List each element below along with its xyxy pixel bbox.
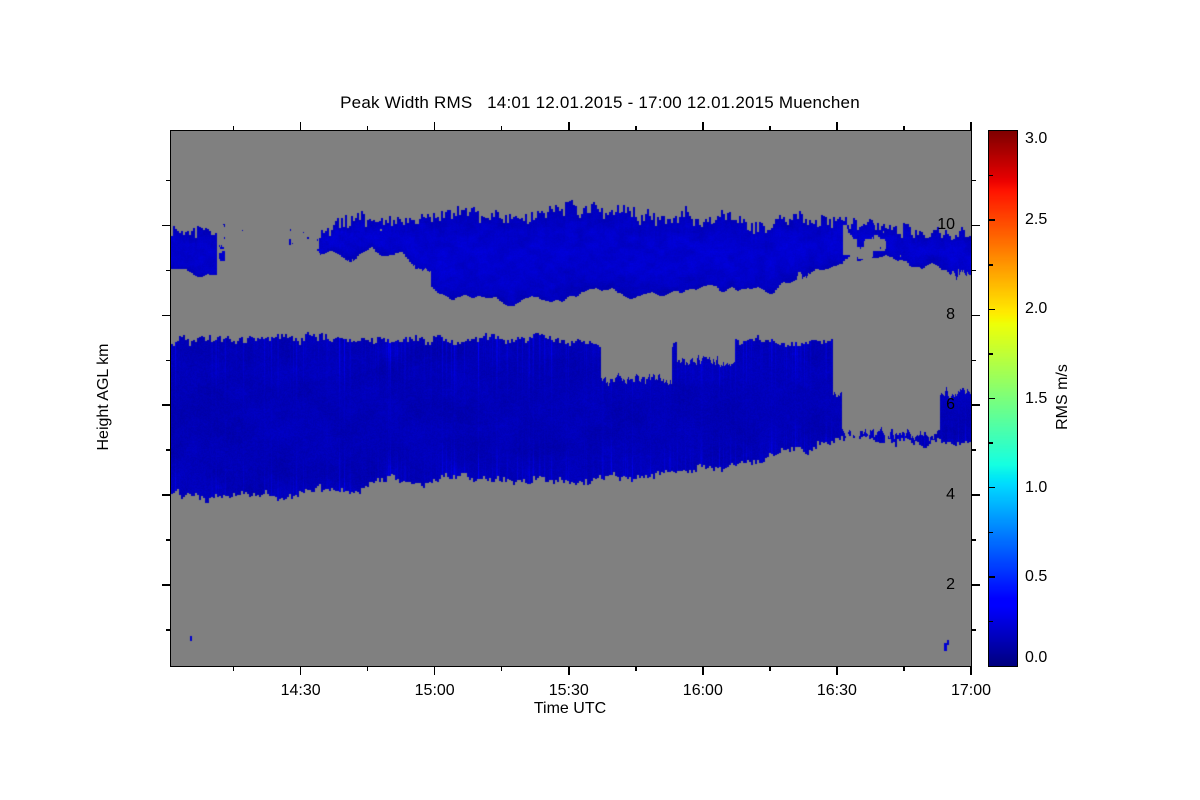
colorbar-tick-minor bbox=[989, 531, 993, 533]
y-tick-major bbox=[162, 314, 171, 317]
y-tick-label: 4 bbox=[946, 486, 955, 504]
colorbar-tick-label: 3.0 bbox=[1025, 130, 1048, 147]
colorbar-tick-minor bbox=[989, 442, 993, 444]
x-tick-major-top bbox=[836, 122, 838, 131]
y-tick-major-right bbox=[971, 584, 980, 586]
x-tick-major-top bbox=[970, 122, 972, 131]
x-tick-minor-top bbox=[903, 126, 905, 131]
plot-area[interactable]: 2 4 6 8 10 14:30 15:00 15:30 16:00 16:30 17:00 bbox=[162, 122, 991, 699]
colorbar-tick-label: 0.5 bbox=[1025, 567, 1048, 585]
colorbar-tick-label: 1.0 bbox=[1025, 478, 1048, 496]
y-tick-minor bbox=[166, 449, 171, 451]
x-tick-minor bbox=[500, 666, 503, 671]
x-tick-minor bbox=[769, 666, 771, 671]
y-tick-major-right bbox=[971, 494, 980, 496]
y-tick-major bbox=[162, 224, 171, 227]
y-tick-major bbox=[162, 404, 171, 406]
x-tick-label: 15:00 bbox=[414, 682, 455, 699]
colorbar-tick bbox=[989, 308, 995, 311]
y-tick-minor bbox=[166, 269, 171, 272]
x-tick-major-top bbox=[702, 122, 704, 131]
colorbar-tick-label: 2.0 bbox=[1025, 300, 1048, 318]
x-tick-major-top bbox=[568, 122, 570, 131]
colorbar-tick-minor bbox=[989, 264, 993, 266]
y-tick-major bbox=[162, 494, 171, 496]
x-tick-major-top bbox=[299, 122, 302, 131]
y-tick-label: 2 bbox=[946, 576, 955, 594]
y-tick-major-right bbox=[971, 224, 980, 227]
x-tick-major bbox=[299, 666, 302, 675]
x-tick-label: 17:00 bbox=[950, 682, 992, 699]
colorbar[interactable]: 0.0 0.5 1.0 1.5 2.0 2.5 3.0 bbox=[988, 130, 1047, 667]
y-tick-label: 10 bbox=[937, 216, 955, 234]
x-tick-label: 14:30 bbox=[280, 682, 321, 699]
x-tick-major bbox=[970, 666, 972, 675]
y-tick-minor bbox=[166, 629, 171, 631]
y-axis-title: Height AGL km bbox=[95, 343, 112, 451]
x-tick-label: 16:30 bbox=[816, 682, 857, 699]
colorbar-tick-label: 0.0 bbox=[1025, 649, 1048, 666]
y-tick-minor bbox=[166, 539, 171, 541]
x-tick-minor bbox=[903, 666, 905, 671]
colorbar-tick-minor bbox=[989, 620, 993, 623]
y-tick-minor-right bbox=[971, 449, 976, 451]
y-tick-label: 6 bbox=[946, 396, 955, 414]
colorbar-tick-label: 1.5 bbox=[1025, 389, 1048, 407]
y-tick-minor-right bbox=[971, 629, 976, 631]
x-tick-minor-top bbox=[232, 126, 235, 131]
x-tick-minor-top bbox=[500, 126, 503, 131]
x-tick-major bbox=[568, 666, 570, 675]
x-tick-major bbox=[702, 666, 704, 675]
x-tick-label: 16:00 bbox=[682, 682, 723, 699]
x-tick-minor-top bbox=[635, 126, 637, 131]
x-tick-minor bbox=[366, 666, 369, 671]
y-tick-label: 8 bbox=[946, 306, 955, 324]
colorbar-tick-minor bbox=[989, 353, 993, 355]
colorbar-tick bbox=[989, 486, 995, 489]
y-tick-minor bbox=[166, 359, 171, 362]
y-tick-minor-right bbox=[971, 359, 976, 362]
y-tick-major-right bbox=[971, 314, 980, 317]
colorbar-tick-minor bbox=[989, 174, 993, 177]
x-tick-minor bbox=[232, 666, 235, 671]
y-tick-minor-right bbox=[971, 539, 976, 541]
y-tick-minor-right bbox=[971, 179, 976, 182]
heatmap-image bbox=[171, 131, 971, 666]
y-tick-minor-right bbox=[971, 269, 976, 272]
x-tick-minor bbox=[635, 666, 637, 671]
colorbar-tick bbox=[989, 576, 995, 578]
y-tick-major-right bbox=[971, 404, 980, 406]
colorbar-tick bbox=[989, 219, 995, 221]
x-tick-major bbox=[836, 666, 838, 675]
colorbar-tick-label: 2.5 bbox=[1025, 211, 1048, 229]
x-tick-major-top bbox=[433, 122, 436, 131]
y-tick-major bbox=[162, 584, 171, 586]
chart-title: Peak Width RMS 14:01 12.01.2015 - 17:00 … bbox=[340, 93, 860, 112]
x-tick-major bbox=[433, 666, 436, 675]
y-tick-minor bbox=[166, 179, 171, 182]
x-axis-title: Time UTC bbox=[533, 700, 607, 717]
x-tick-minor-top bbox=[769, 126, 771, 131]
x-tick-label: 15:30 bbox=[548, 682, 589, 699]
colorbar-tick bbox=[989, 397, 995, 400]
x-tick-minor-top bbox=[366, 126, 369, 131]
colorbar-title: RMS m/s bbox=[1054, 364, 1071, 430]
